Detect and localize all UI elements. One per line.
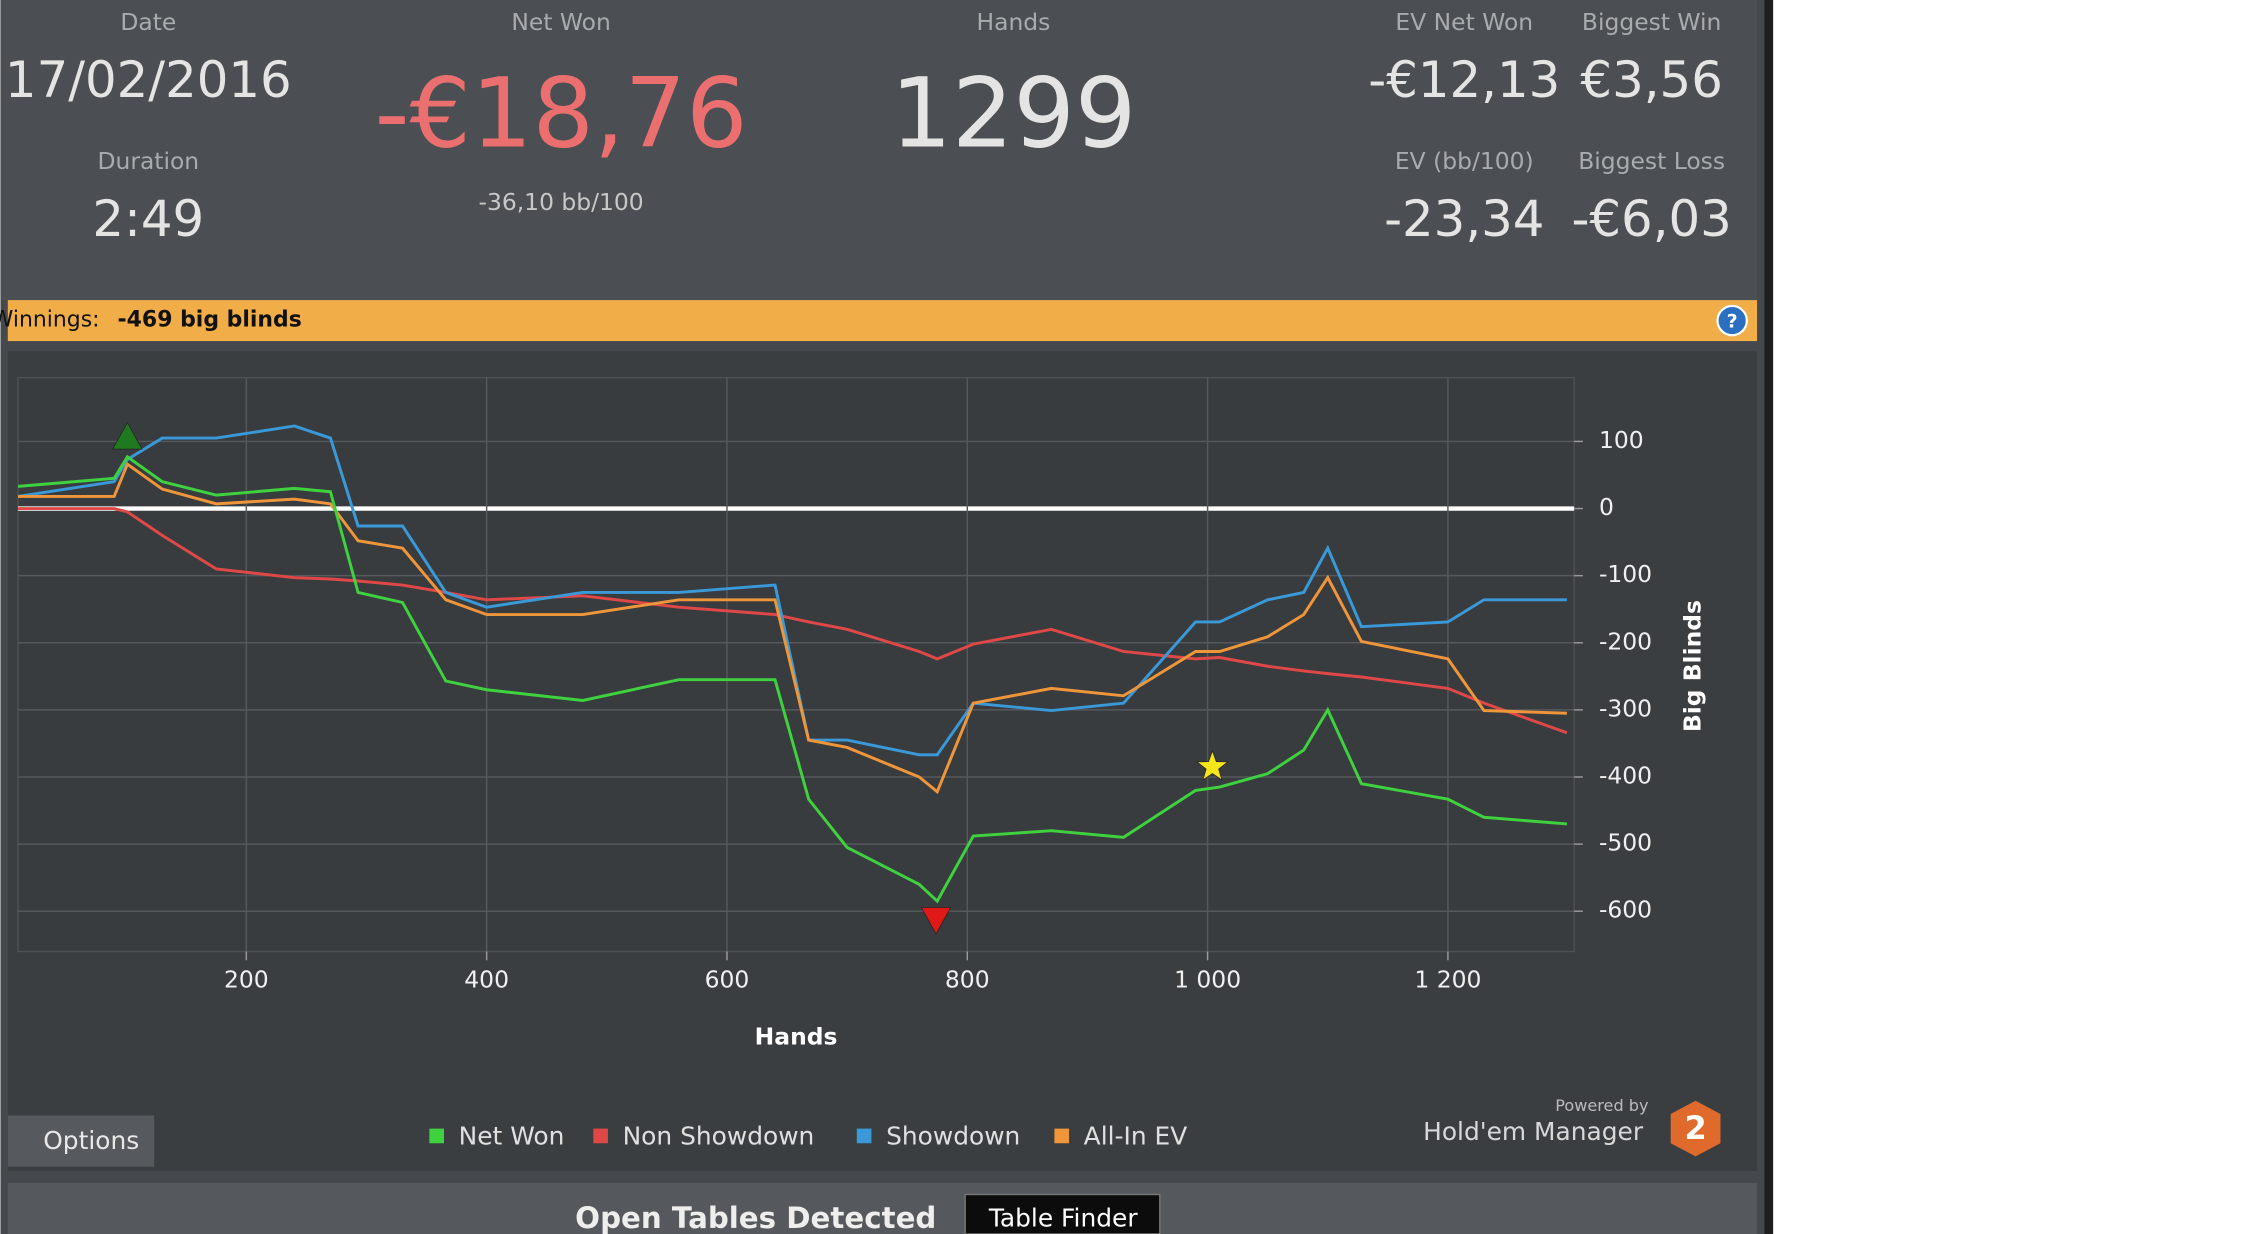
series-line (17, 424, 1567, 757)
footer (7, 1182, 1758, 1234)
stat-label: EV (bb/100) (1395, 147, 1534, 175)
legend-swatch (429, 1128, 445, 1144)
table-finder-label: Table Finder (988, 1203, 1138, 1232)
x-tick-label: 1 200 (1414, 965, 1481, 993)
marker (1196, 749, 1229, 781)
x-tick-label: 400 (464, 965, 509, 993)
options-button[interactable] (7, 1115, 155, 1167)
stat-value: 17/02/2016 (5, 51, 292, 109)
x-axis-title: Hands (755, 1022, 838, 1050)
y-tick-label: -600 (1599, 896, 1652, 924)
product-name: Hold'em Manager (1423, 1117, 1644, 1146)
footer-text: Open Tables Detected (575, 1201, 936, 1234)
help-icon: ? (1727, 311, 1738, 333)
winnings-bar (7, 300, 1758, 342)
x-tick-label: 200 (224, 965, 269, 993)
marker (920, 907, 952, 935)
stat-label: Biggest Loss (1578, 147, 1725, 175)
marker (112, 422, 143, 450)
series-line (17, 454, 1567, 904)
x-tick-label: 800 (945, 965, 990, 993)
stat-value: -€18,76 (375, 56, 748, 169)
stat-label: Date (120, 8, 176, 36)
legend-label: Showdown (886, 1121, 1020, 1150)
series-line (18, 461, 1567, 795)
stat-value: -23,34 (1384, 190, 1544, 248)
winnings-value: -469 big blinds (118, 308, 302, 333)
logo (1670, 1100, 1721, 1157)
chart: -600 -500 -400 -300 -200 -100 0 100 200 400 600 800… (17, 376, 1707, 1150)
y-axis-title: Big Blinds (1679, 600, 1707, 732)
legend-swatch (1054, 1128, 1070, 1144)
legend-label: Non Showdown (623, 1121, 815, 1150)
stat-value: -€12,13 (1368, 51, 1560, 109)
stat-value: 2:49 (92, 190, 204, 248)
stat-label: EV Net Won (1395, 8, 1533, 36)
stat-label: Biggest Win (1582, 8, 1721, 36)
plot-area (17, 376, 1575, 953)
y-tick-label: -200 (1599, 627, 1652, 655)
y-tick-label: -400 (1599, 761, 1652, 789)
legend-swatch (856, 1128, 872, 1144)
legend-swatch (593, 1128, 608, 1144)
table-finder-button[interactable] (964, 1193, 1161, 1234)
x-tick-label: 1 000 (1174, 965, 1241, 993)
logo-text: 2 (1684, 1109, 1706, 1147)
help-button[interactable] (1716, 304, 1748, 337)
stat-value: -€6,03 (1571, 190, 1731, 248)
y-tick-label: 100 (1599, 426, 1644, 454)
window-border (1764, 0, 1774, 1234)
stat-label: Net Won (511, 8, 610, 36)
series-line (18, 507, 1568, 735)
stat-label: Hands (977, 8, 1051, 36)
legend-label: Net Won (459, 1121, 565, 1150)
stat-value: €3,56 (1580, 51, 1722, 109)
y-tick-label: 0 (1599, 493, 1614, 521)
options-label: Options (43, 1126, 139, 1155)
powered-by: Powered by (1555, 1096, 1649, 1115)
x-tick-label: 600 (705, 965, 750, 993)
stat-sub: -36,10 bb/100 (479, 188, 644, 216)
y-tick-label: -300 (1599, 694, 1652, 722)
y-tick-label: -500 (1599, 829, 1652, 857)
y-tick-label: -100 (1599, 560, 1652, 588)
stat-label: Duration (97, 147, 199, 175)
stat-value: 1299 (890, 56, 1136, 169)
stats-header (0, 0, 1758, 301)
legend-label: All-In EV (1084, 1121, 1188, 1150)
winnings-label: Winnings: (0, 308, 100, 333)
